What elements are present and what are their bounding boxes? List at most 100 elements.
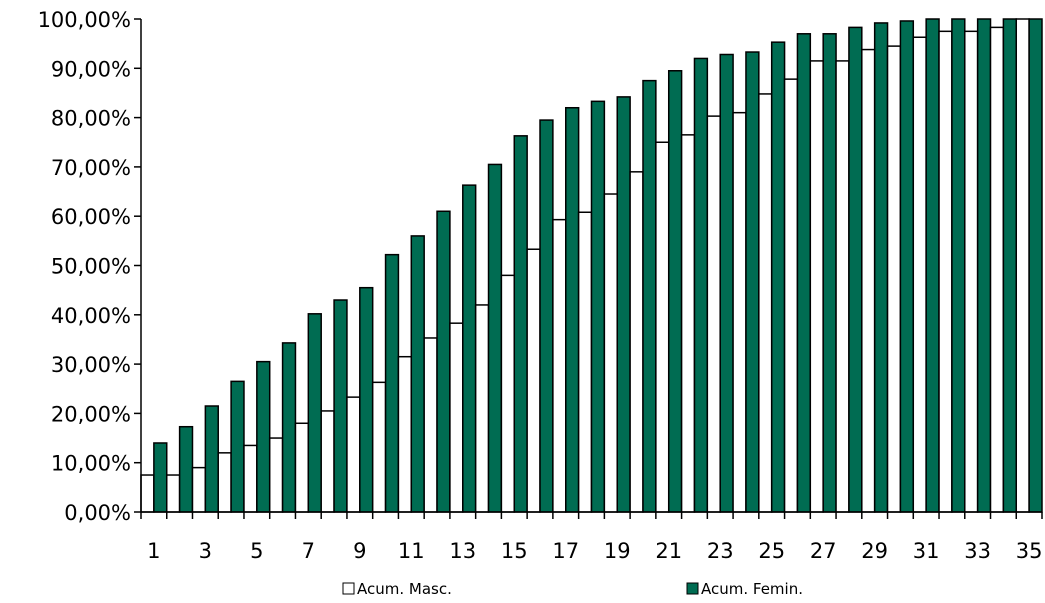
x-tick-label: 23	[707, 539, 734, 563]
bar-masc-26	[783, 78, 799, 513]
legend-label-masc: Acum. Masc.	[357, 580, 452, 598]
bar-femin-11	[410, 235, 425, 513]
bar-femin-27	[822, 33, 837, 513]
x-tick-label: 3	[199, 539, 212, 563]
legend-label-femin: Acum. Femin.	[701, 580, 803, 598]
bar-masc-25	[758, 93, 773, 513]
x-tick-label: 19	[604, 539, 631, 563]
bar-femin-15	[513, 135, 528, 513]
y-tick-label: 70,00%	[51, 156, 131, 180]
bar-femin-5	[256, 360, 271, 513]
bar-masc-23	[706, 115, 721, 513]
bar-masc-3	[191, 466, 207, 513]
y-tick-labels: 0,00% 10,00% 20,00% 30,00% 40,00% 50,00% 60,00…	[38, 8, 131, 525]
bar-masc-15	[500, 274, 516, 513]
axes	[134, 18, 1043, 519]
bar-femin-8	[333, 299, 348, 513]
bar-masc-13	[449, 322, 464, 513]
bar-masc-6	[268, 437, 284, 513]
bar-femin-9	[359, 286, 374, 513]
bar-femin-33	[976, 18, 992, 513]
bar-femin-28	[848, 26, 863, 513]
bar-masc-14	[474, 304, 490, 513]
x-tick-label: 29	[861, 539, 888, 563]
bar-masc-27	[809, 60, 824, 513]
y-tick-label: 10,00%	[51, 452, 131, 476]
bar-femin-21	[667, 70, 683, 513]
bar-masc-16	[526, 248, 541, 513]
bar-masc-1	[140, 474, 155, 513]
x-tick-label: 35	[1016, 539, 1043, 563]
x-tick-labels: 1 3 5 7 9 11 13 15 17 19 21 23 25 27 29 31 33 35	[147, 539, 1042, 563]
bar-masc-8	[320, 410, 335, 513]
x-tick-label: 21	[655, 539, 682, 563]
bar-masc-7	[294, 422, 310, 513]
bar-femin-3	[204, 405, 219, 513]
legend-swatch-masc	[342, 582, 355, 595]
bar-masc-2	[165, 474, 181, 513]
bar-masc-17	[552, 218, 567, 513]
bar-femin-35	[1028, 18, 1043, 513]
bar-femin-31	[925, 18, 940, 513]
x-tick-label: 27	[810, 539, 837, 563]
bar-femin-17	[565, 106, 580, 513]
x-tick-label: 11	[398, 539, 425, 563]
y-tick-label: 90,00%	[51, 57, 131, 81]
bar-masc-31	[912, 36, 927, 513]
bar-femin-32	[951, 18, 966, 513]
legend: Acum. Masc. Acum. Femin.	[342, 580, 803, 598]
y-tick-label: 0,00%	[64, 501, 131, 525]
x-tick-label: 15	[501, 539, 528, 563]
x-tick-label: 17	[552, 539, 579, 563]
bar-femin-30	[899, 20, 915, 513]
bar-masc-18	[577, 211, 593, 513]
bar-masc-10	[371, 381, 387, 513]
bar-masc-34	[989, 26, 1005, 513]
y-tick-label: 30,00%	[51, 353, 131, 377]
bar-masc-30	[886, 45, 902, 513]
bar-masc-24	[732, 111, 747, 513]
bar-femin-29	[873, 22, 889, 513]
bar-masc-12	[423, 337, 438, 513]
bar-femin-13	[462, 184, 477, 513]
bar-masc-32	[938, 30, 953, 513]
x-tick-label: 7	[302, 539, 315, 563]
bar-masc-20	[629, 171, 644, 513]
bar-femin-18	[590, 100, 606, 513]
y-tick-label: 40,00%	[51, 304, 131, 328]
y-tick-label: 80,00%	[51, 107, 131, 131]
bar-femin-1	[153, 442, 168, 513]
x-tick-label: 9	[353, 539, 366, 563]
y-tick-label: 50,00%	[51, 255, 131, 279]
bar-femin-22	[693, 57, 709, 513]
bar-masc-5	[243, 444, 258, 513]
bar-masc-35	[1015, 18, 1030, 513]
bar-femin-4	[230, 380, 245, 513]
y-tick-label: 100,00%	[38, 8, 131, 32]
y-tick-label: 60,00%	[51, 205, 131, 229]
bars	[140, 18, 1043, 513]
bar-femin-34	[1002, 18, 1018, 513]
bar-masc-33	[964, 30, 979, 513]
bar-femin-24	[745, 51, 760, 513]
bar-masc-11	[397, 355, 413, 513]
bar-masc-28	[835, 60, 850, 513]
x-tick-label: 25	[758, 539, 785, 563]
bar-femin-2	[178, 425, 194, 513]
bar-femin-19	[616, 96, 631, 513]
bar-masc-21	[655, 141, 670, 513]
bar-femin-14	[487, 163, 503, 513]
bar-femin-16	[539, 119, 554, 513]
x-tick-label: 5	[250, 539, 263, 563]
bar-femin-6	[281, 342, 297, 513]
bar-masc-29	[861, 48, 876, 513]
x-tick-label: 31	[913, 539, 940, 563]
bar-femin-23	[719, 53, 734, 513]
bar-femin-20	[642, 79, 657, 513]
bar-masc-4	[217, 452, 232, 513]
legend-swatch-femin	[686, 582, 699, 595]
bar-femin-7	[307, 313, 322, 513]
bar-masc-22	[680, 134, 696, 513]
bar-masc-19	[603, 193, 618, 513]
